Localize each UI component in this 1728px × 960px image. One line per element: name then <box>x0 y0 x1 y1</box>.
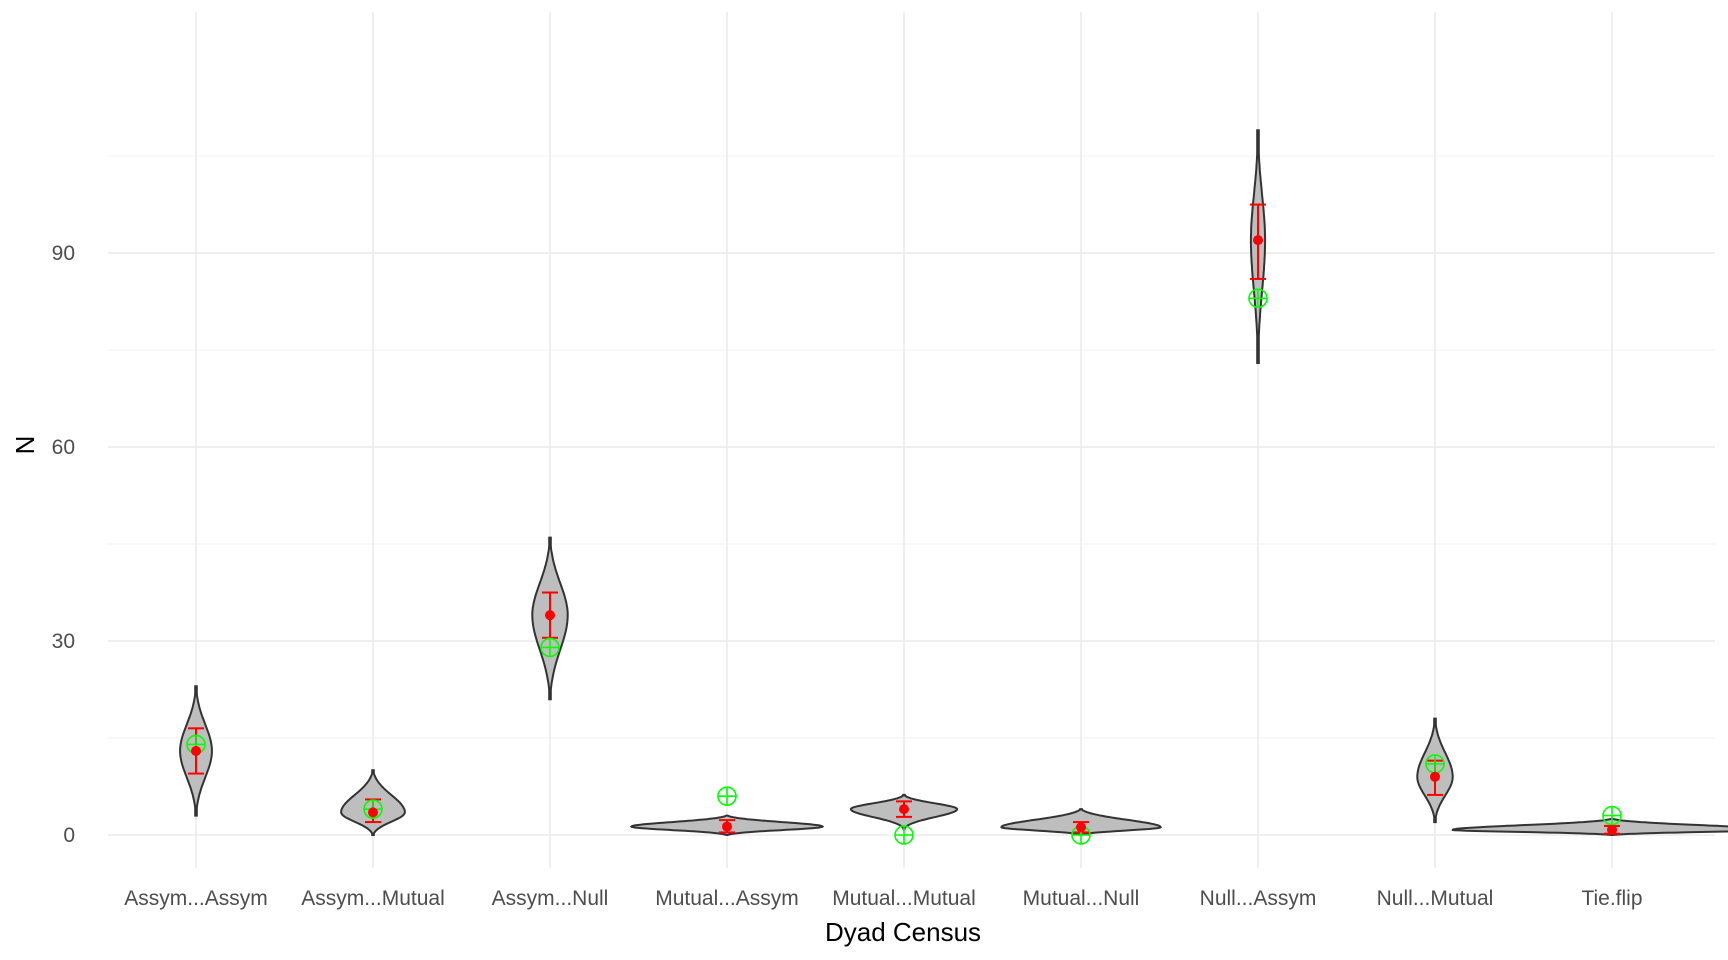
y-tick-label: 0 <box>63 824 75 847</box>
violins <box>179 129 1728 836</box>
mean-point <box>1430 771 1440 782</box>
x-tick-label: Mutual...Assym <box>655 887 799 910</box>
grid <box>108 12 1715 868</box>
mean-point <box>368 807 378 818</box>
x-tick-label: Tie.flip <box>1581 887 1642 910</box>
x-tick-label: Null...Mutual <box>1377 887 1494 910</box>
mean-point <box>191 745 201 756</box>
violin <box>1451 817 1728 836</box>
mean-point <box>1607 824 1617 835</box>
y-tick-label: 60 <box>52 436 75 459</box>
x-tick-labels: Assym...Assym Assym...Mutual Assym...Null M… <box>124 887 1642 910</box>
y-tick-label: 30 <box>52 630 75 653</box>
x-tick-label: Assym...Null <box>492 887 609 910</box>
mean-point <box>545 610 555 621</box>
y-tick-label: 90 <box>52 242 75 265</box>
mean-point <box>1076 822 1086 833</box>
x-axis-title: Dyad Census <box>825 917 981 947</box>
markers <box>186 203 1622 845</box>
mean-point <box>1253 235 1263 246</box>
x-tick-label: Mutual...Null <box>1023 887 1140 910</box>
x-tick-label: Assym...Mutual <box>301 887 445 910</box>
x-tick-label: Mutual...Mutual <box>832 887 976 910</box>
y-axis-title: N <box>10 436 40 455</box>
mean-point <box>899 804 909 815</box>
mean-point <box>722 821 732 832</box>
y-tick-labels: 0 30 60 90 <box>52 242 75 847</box>
x-tick-label: Null...Assym <box>1200 887 1317 910</box>
x-tick-label: Assym...Assym <box>124 887 268 910</box>
